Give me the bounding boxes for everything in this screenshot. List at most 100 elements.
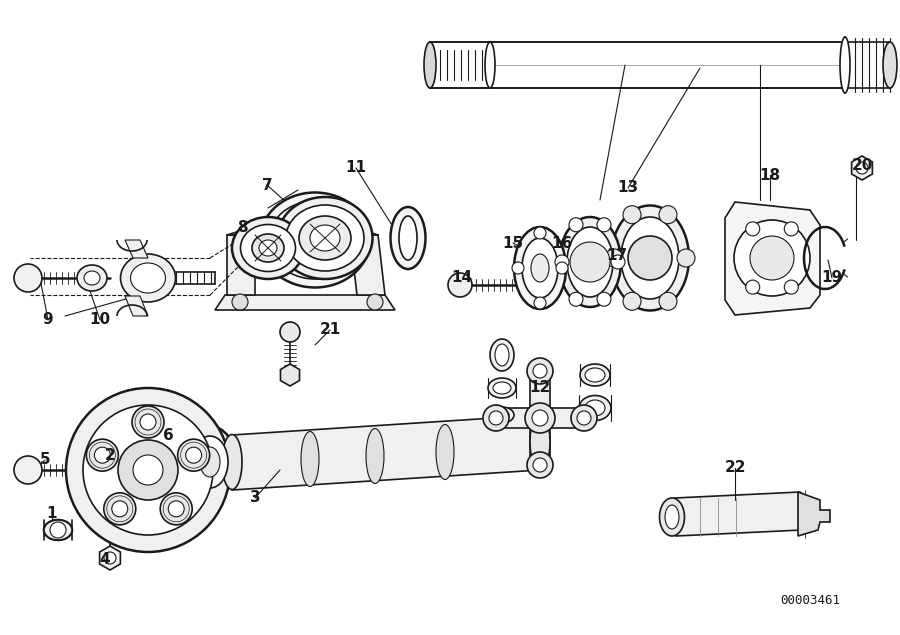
Circle shape (86, 439, 118, 471)
Text: 9: 9 (42, 312, 53, 328)
Ellipse shape (77, 265, 107, 291)
Circle shape (177, 439, 210, 471)
Ellipse shape (522, 238, 558, 298)
Circle shape (66, 388, 230, 552)
Ellipse shape (493, 382, 511, 394)
Ellipse shape (436, 425, 454, 479)
Ellipse shape (184, 426, 236, 498)
Ellipse shape (660, 498, 685, 536)
Ellipse shape (621, 217, 679, 299)
Circle shape (104, 493, 136, 525)
Text: 7: 7 (262, 178, 273, 192)
Ellipse shape (299, 216, 351, 260)
Circle shape (597, 218, 611, 232)
Circle shape (534, 297, 546, 309)
Ellipse shape (240, 225, 295, 272)
Ellipse shape (192, 436, 228, 488)
Ellipse shape (269, 201, 361, 279)
Ellipse shape (130, 263, 166, 293)
Circle shape (14, 456, 42, 484)
Circle shape (659, 292, 677, 311)
Circle shape (746, 280, 760, 294)
Text: 10: 10 (89, 312, 111, 328)
Circle shape (534, 227, 546, 239)
Ellipse shape (399, 216, 417, 260)
Ellipse shape (579, 396, 611, 420)
Ellipse shape (611, 206, 689, 311)
Ellipse shape (514, 227, 566, 309)
Circle shape (525, 403, 555, 433)
Circle shape (112, 501, 128, 517)
Text: 12: 12 (529, 380, 551, 396)
Ellipse shape (485, 42, 495, 88)
Polygon shape (350, 235, 385, 295)
Ellipse shape (488, 378, 516, 398)
Polygon shape (215, 295, 395, 310)
Polygon shape (281, 364, 300, 386)
Ellipse shape (84, 271, 100, 285)
Circle shape (232, 294, 248, 310)
Circle shape (168, 501, 184, 517)
Circle shape (571, 405, 597, 431)
Ellipse shape (260, 192, 370, 288)
Circle shape (527, 452, 553, 478)
Ellipse shape (301, 432, 319, 486)
Polygon shape (798, 492, 830, 536)
Circle shape (577, 411, 591, 425)
Circle shape (628, 236, 672, 280)
Ellipse shape (222, 434, 242, 490)
Circle shape (133, 455, 163, 485)
Text: 00003461: 00003461 (780, 594, 840, 606)
Ellipse shape (391, 207, 426, 269)
Polygon shape (227, 235, 255, 295)
Circle shape (118, 440, 178, 500)
Ellipse shape (490, 407, 514, 423)
Text: 22: 22 (724, 460, 746, 476)
Circle shape (784, 222, 798, 236)
Circle shape (512, 262, 524, 274)
Ellipse shape (44, 520, 72, 540)
Ellipse shape (883, 42, 897, 88)
Polygon shape (851, 156, 872, 180)
Circle shape (367, 294, 383, 310)
Ellipse shape (232, 217, 304, 279)
Polygon shape (100, 546, 121, 570)
Text: 11: 11 (346, 161, 366, 175)
Ellipse shape (585, 400, 605, 416)
Text: 13: 13 (617, 180, 639, 196)
Text: 6: 6 (163, 427, 174, 443)
Text: 4: 4 (100, 552, 111, 568)
Circle shape (605, 249, 623, 267)
Text: 20: 20 (851, 157, 873, 173)
Circle shape (555, 255, 569, 269)
Circle shape (483, 405, 509, 431)
Ellipse shape (200, 447, 220, 477)
Polygon shape (125, 240, 148, 258)
Ellipse shape (366, 429, 384, 483)
Ellipse shape (567, 227, 613, 297)
Bar (498, 408, 582, 428)
Circle shape (14, 264, 42, 292)
Ellipse shape (840, 37, 850, 93)
Text: 14: 14 (452, 271, 472, 286)
Ellipse shape (310, 225, 340, 251)
Text: 5: 5 (40, 453, 50, 467)
Circle shape (659, 206, 677, 224)
Ellipse shape (665, 505, 679, 529)
Circle shape (677, 249, 695, 267)
Polygon shape (725, 202, 820, 315)
Circle shape (50, 522, 66, 538)
Circle shape (160, 493, 193, 525)
Ellipse shape (559, 217, 621, 307)
Circle shape (611, 255, 625, 269)
Circle shape (83, 405, 213, 535)
Polygon shape (125, 296, 148, 316)
Circle shape (569, 218, 583, 232)
Text: 17: 17 (607, 248, 627, 262)
Text: 2: 2 (104, 448, 115, 462)
Ellipse shape (531, 254, 549, 282)
Polygon shape (232, 415, 540, 490)
Ellipse shape (252, 234, 284, 262)
Circle shape (489, 411, 503, 425)
Circle shape (570, 242, 610, 282)
